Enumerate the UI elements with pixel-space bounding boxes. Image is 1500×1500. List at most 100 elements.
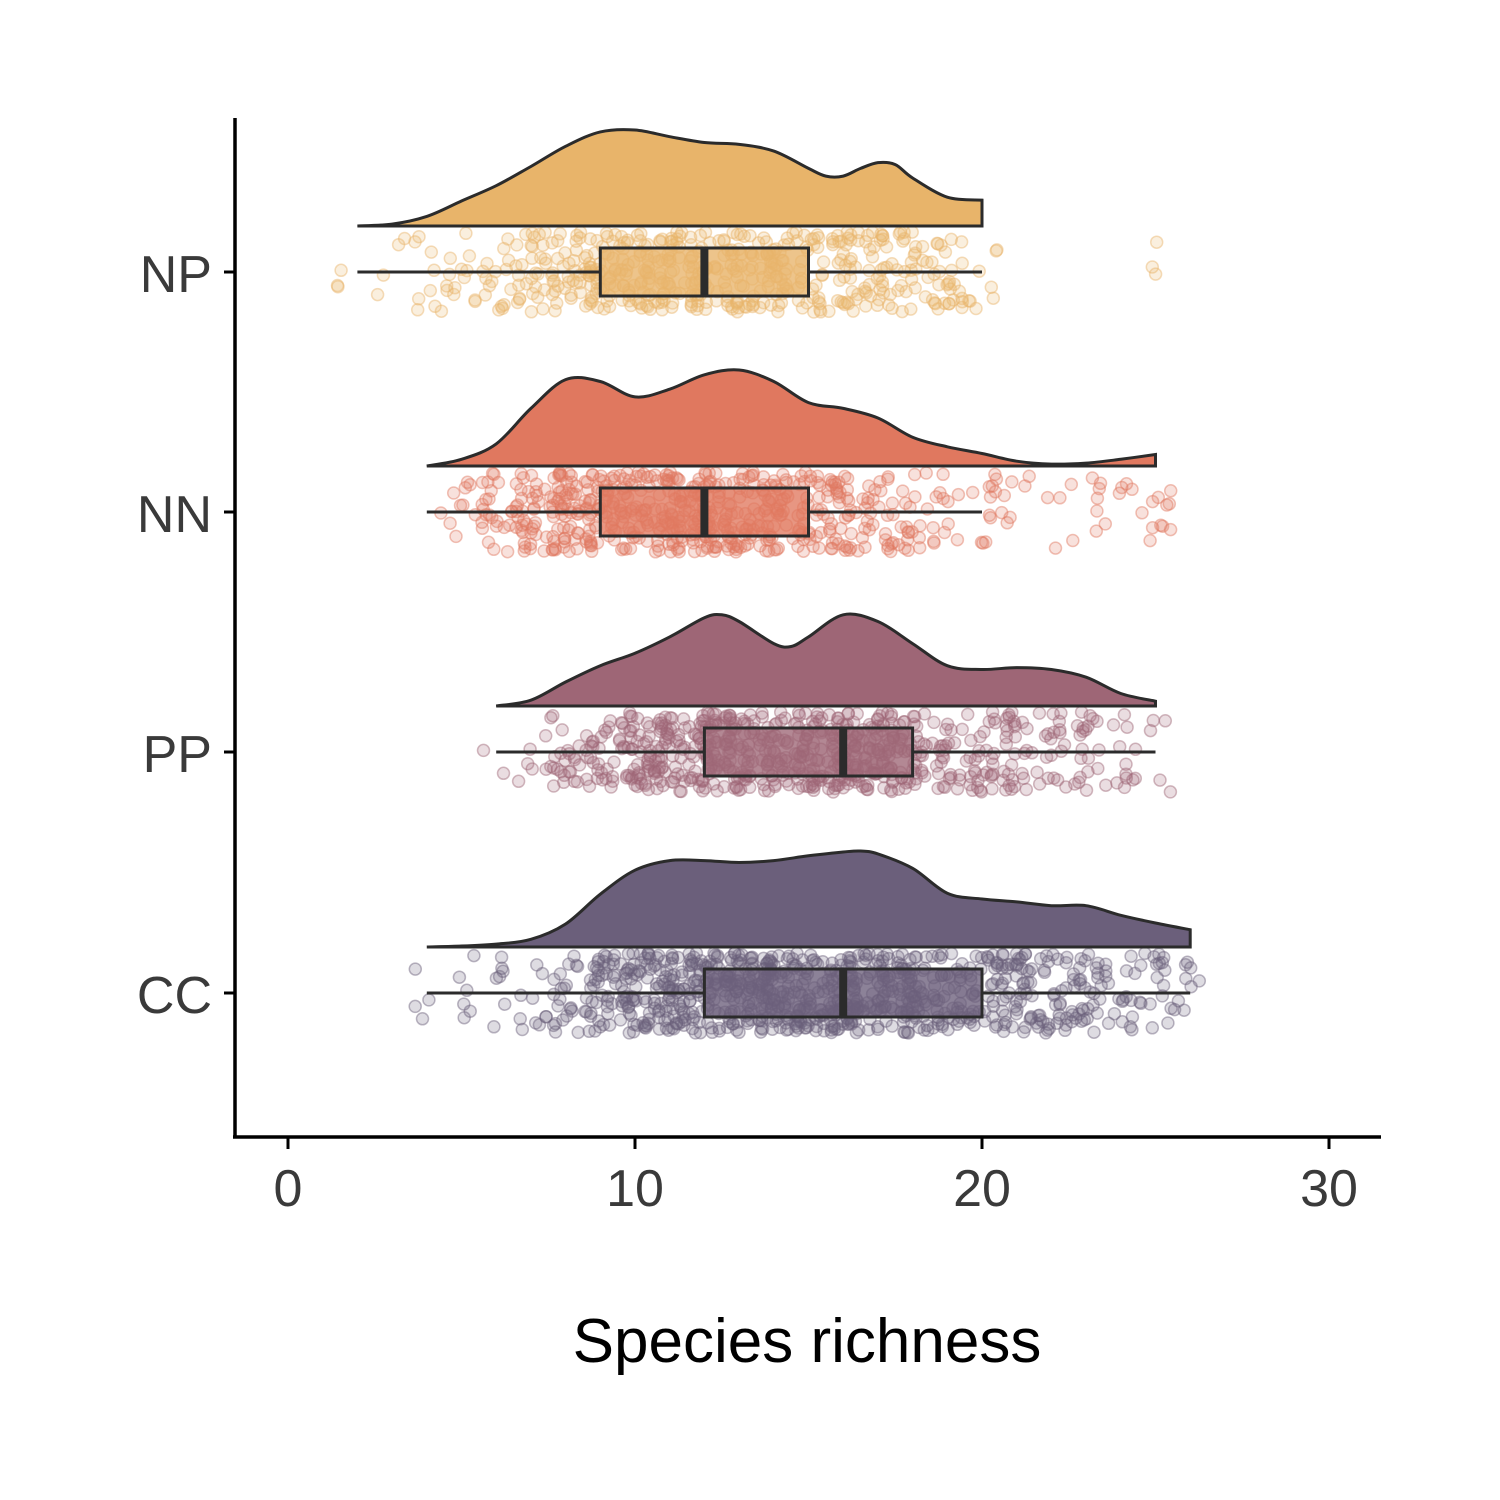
- data-point: [475, 497, 489, 512]
- data-point: [643, 469, 658, 484]
- data-point: [537, 544, 551, 558]
- data-point: [653, 963, 667, 977]
- data-point: [706, 777, 721, 791]
- data-point: [1124, 949, 1138, 963]
- data-point: [652, 760, 667, 774]
- data-point: [504, 282, 518, 297]
- data-point: [768, 777, 782, 792]
- data-point: [1081, 1002, 1095, 1016]
- data-point: [599, 725, 614, 740]
- data-point: [698, 467, 713, 482]
- data-point: [634, 955, 648, 970]
- data-point: [662, 972, 677, 987]
- data-point: [963, 294, 977, 308]
- data-point: [981, 953, 996, 967]
- data-point: [850, 707, 864, 721]
- data-point: [1192, 974, 1207, 988]
- data-point: [780, 231, 795, 245]
- data-point: [920, 255, 934, 270]
- data-point: [705, 1025, 720, 1040]
- data-point: [446, 486, 461, 500]
- data-point: [831, 536, 846, 551]
- data-point: [872, 708, 887, 723]
- data-point: [555, 484, 569, 498]
- data-point: [671, 1017, 686, 1031]
- data-point: [994, 978, 1009, 993]
- data-point: [1077, 1013, 1092, 1027]
- data-point: [674, 738, 688, 753]
- data-point: [684, 299, 699, 314]
- data-point: [568, 487, 583, 501]
- data-point: [682, 958, 696, 973]
- data-point: [528, 1016, 543, 1030]
- data-point: [941, 517, 955, 531]
- data-point: [986, 977, 1000, 991]
- data-point: [517, 544, 532, 558]
- data-point: [1052, 714, 1067, 729]
- data-point: [667, 1021, 681, 1036]
- data-point: [912, 530, 927, 545]
- data-point: [942, 274, 957, 289]
- data-point: [638, 778, 652, 793]
- density-np: [357, 128, 984, 228]
- data-point: [988, 961, 1002, 975]
- data-point: [1032, 706, 1047, 720]
- data-point: [832, 234, 846, 249]
- data-point: [633, 772, 648, 786]
- data-point: [665, 711, 679, 726]
- data-point: [879, 240, 894, 254]
- data-point: [1125, 1022, 1139, 1037]
- data-point: [579, 532, 593, 546]
- data-point: [642, 1006, 657, 1020]
- data-point: [903, 952, 917, 967]
- data-point: [546, 529, 560, 544]
- data-point: [1065, 1008, 1080, 1022]
- data-point: [557, 540, 571, 554]
- data-point: [1117, 780, 1132, 795]
- data-point: [635, 301, 649, 315]
- data-point: [1080, 1011, 1094, 1026]
- data-point: [1004, 758, 1019, 772]
- data-point: [686, 1012, 700, 1027]
- data-point: [719, 709, 733, 723]
- data-point: [642, 1012, 656, 1027]
- data-point: [717, 780, 731, 794]
- data-point: [891, 537, 906, 552]
- data-point: [688, 973, 702, 987]
- data-point: [666, 721, 680, 735]
- data-point: [590, 771, 605, 786]
- data-point: [1046, 707, 1060, 721]
- data-point: [809, 1023, 823, 1038]
- data-point: [1044, 732, 1058, 746]
- data-point: [602, 1018, 617, 1032]
- data-point: [1007, 714, 1021, 729]
- data-point: [592, 472, 606, 487]
- series-pp: [476, 612, 1178, 799]
- data-point: [500, 544, 515, 559]
- data-point: [698, 781, 712, 795]
- data-point: [738, 299, 752, 314]
- data-point: [753, 300, 767, 315]
- data-point: [1016, 1025, 1031, 1039]
- data-point: [1086, 998, 1100, 1012]
- data-point: [443, 516, 457, 530]
- data-point: [696, 784, 710, 798]
- data-point: [822, 708, 837, 722]
- data-point: [397, 231, 412, 246]
- data-point: [696, 708, 710, 723]
- data-point: [1090, 504, 1104, 518]
- data-point: [1018, 1020, 1032, 1035]
- data-point: [614, 229, 629, 244]
- data-point: [795, 301, 810, 315]
- data-point: [613, 957, 628, 971]
- data-point: [458, 481, 473, 495]
- data-point: [555, 723, 569, 737]
- data-point: [673, 784, 687, 799]
- data-point: [573, 285, 588, 300]
- data-point: [786, 475, 801, 489]
- data-point: [915, 239, 930, 254]
- data-point: [510, 295, 525, 310]
- data-point: [449, 529, 463, 544]
